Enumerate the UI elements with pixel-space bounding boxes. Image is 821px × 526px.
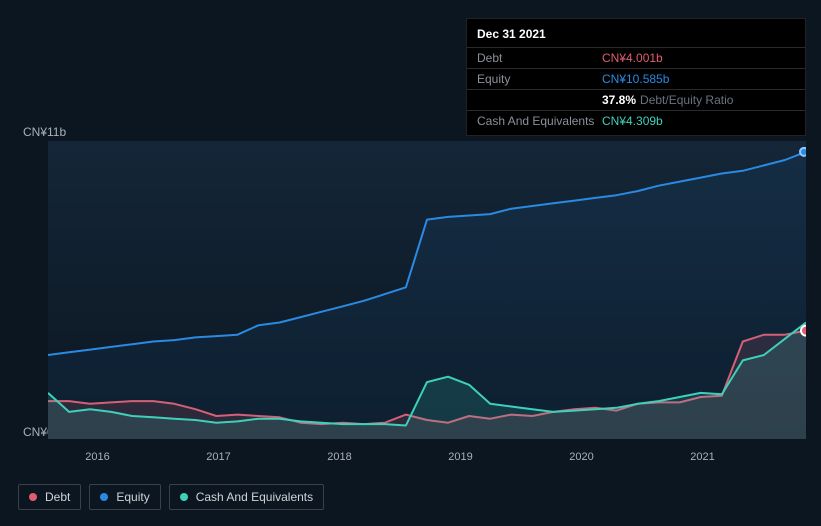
chart-legend: Debt Equity Cash And Equivalents xyxy=(18,484,324,510)
chart-marker xyxy=(801,326,806,336)
equity-end-marker xyxy=(800,148,806,156)
legend-dot-icon xyxy=(100,493,108,501)
legend-label: Cash And Equivalents xyxy=(196,490,313,504)
tooltip-row: DebtCN¥4.001b xyxy=(467,47,805,68)
chart-tooltip: Dec 31 2021 DebtCN¥4.001bEquityCN¥10.585… xyxy=(466,18,806,136)
tooltip-row-label: Cash And Equivalents xyxy=(477,114,602,128)
tooltip-row-value: CN¥4.001b xyxy=(602,51,663,65)
tooltip-row: EquityCN¥10.585b xyxy=(467,68,805,89)
x-tick: 2018 xyxy=(339,451,340,463)
tooltip-row-label: Debt xyxy=(477,51,602,65)
legend-item-cash[interactable]: Cash And Equivalents xyxy=(169,484,324,510)
tooltip-row-value: CN¥4.309b xyxy=(602,114,663,128)
x-tick: 2016 xyxy=(97,451,98,463)
legend-item-equity[interactable]: Equity xyxy=(89,484,160,510)
x-tick: 2021 xyxy=(702,451,703,463)
legend-dot-icon xyxy=(180,493,188,501)
tooltip-ratio-label: Debt/Equity Ratio xyxy=(640,93,733,107)
chart-plot xyxy=(48,141,806,439)
x-tick: 2020 xyxy=(581,451,582,463)
legend-label: Equity xyxy=(116,490,149,504)
tooltip-row-value: CN¥10.585b xyxy=(602,72,669,86)
y-axis-top-label: CN¥11b xyxy=(23,125,66,139)
tooltip-date: Dec 31 2021 xyxy=(467,23,805,47)
legend-item-debt[interactable]: Debt xyxy=(18,484,81,510)
tooltip-row-label: Equity xyxy=(477,72,602,86)
tooltip-rows: DebtCN¥4.001bEquityCN¥10.585b37.8%Debt/E… xyxy=(467,47,805,131)
tooltip-ratio-pct: 37.8% xyxy=(602,93,636,107)
tooltip-row: 37.8% Debt/Equity Ratio xyxy=(467,89,805,110)
legend-label: Debt xyxy=(45,490,70,504)
tooltip-row: Cash And EquivalentsCN¥4.309b xyxy=(467,110,805,131)
legend-dot-icon xyxy=(29,493,37,501)
x-tick: 2019 xyxy=(460,451,461,463)
x-tick: 2017 xyxy=(218,451,219,463)
